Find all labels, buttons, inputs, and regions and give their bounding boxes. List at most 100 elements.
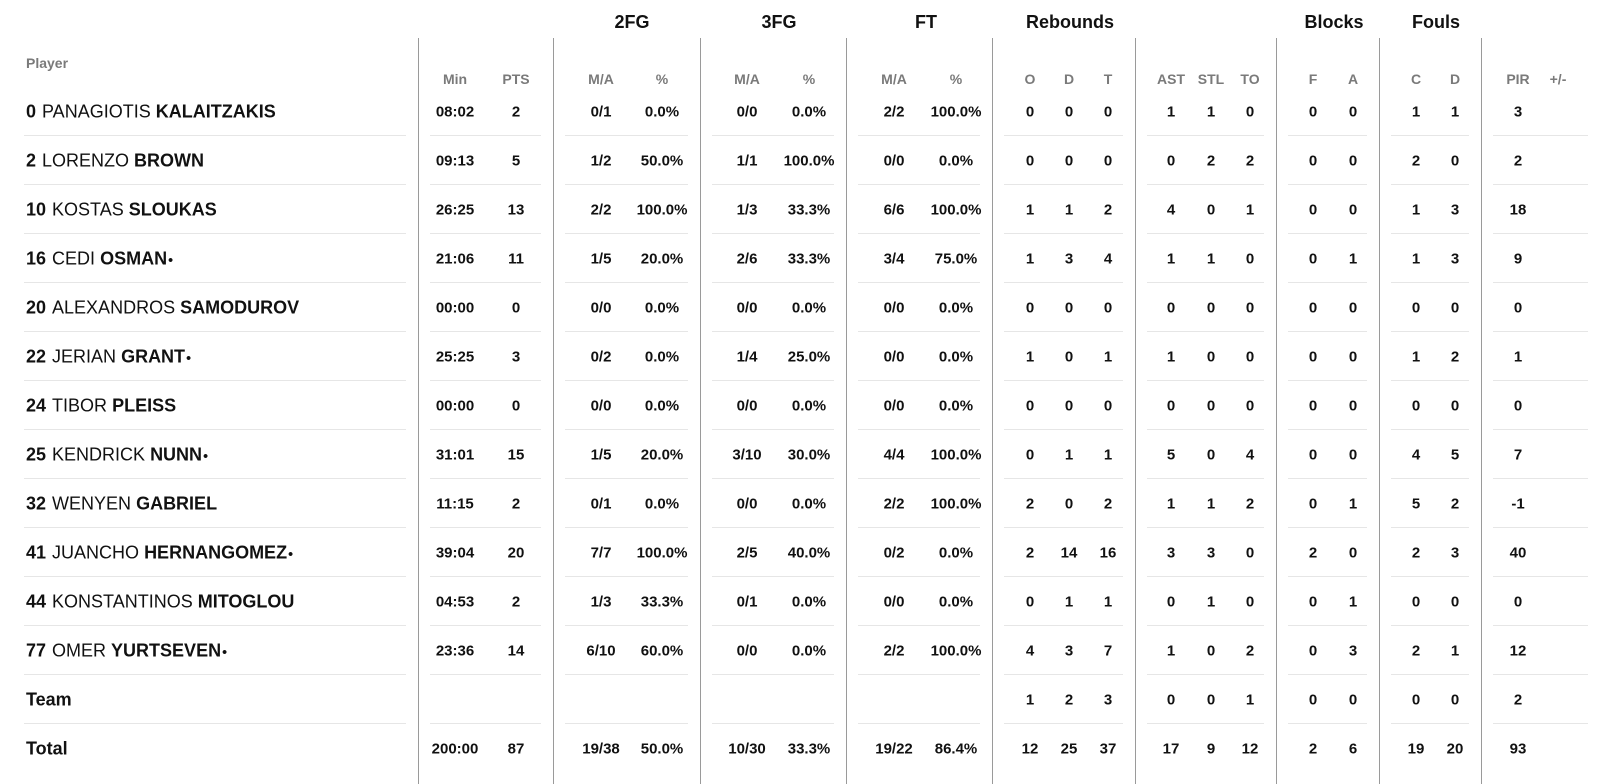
stat-cell: 1 [1166, 642, 1176, 659]
stat-cell: 2 [511, 103, 521, 120]
stat-cell: 1 [1166, 495, 1176, 512]
stat-cell: 31:01 [435, 446, 475, 463]
stat-cell: 0/0 [736, 103, 758, 120]
stat-cell: 0 [1025, 299, 1035, 316]
stat-cell: 0/1 [590, 495, 612, 512]
stat-cell: 5 [511, 152, 521, 169]
stat-cell: 0 [1206, 691, 1216, 708]
player-name[interactable]: 44 KONSTANTINOS MITOGLOU [26, 591, 294, 612]
row-separator [24, 625, 406, 626]
row-separator [1391, 625, 1469, 626]
player-name[interactable]: 22 JERIAN GRANT• [26, 346, 191, 367]
stat-cell: 0 [1308, 642, 1318, 659]
row-separator [24, 184, 406, 185]
stat-cell: 21:06 [435, 250, 475, 267]
player-name[interactable]: 25 KENDRICK NUNN• [26, 444, 208, 465]
stat-cell: 60.0% [640, 642, 684, 659]
stat-cell: 1 [1103, 446, 1113, 463]
stat-cell: 2 [1513, 691, 1523, 708]
stat-cell: 1/2 [590, 152, 612, 169]
column-header: AST [1157, 71, 1185, 87]
stat-cell: 3 [1064, 250, 1074, 267]
row-separator [24, 233, 406, 234]
player-last-name: GRANT [121, 346, 186, 366]
stat-cell: 3 [511, 348, 521, 365]
stat-cell: 10/30 [728, 740, 766, 757]
player-name[interactable]: 41 JUANCHO HERNANGOMEZ• [26, 542, 293, 563]
column-divider [1276, 38, 1277, 784]
row-separator [1004, 331, 1123, 332]
row-separator [1391, 233, 1469, 234]
stat-cell: 4 [1245, 446, 1255, 463]
stat-cell: 1 [1206, 593, 1216, 610]
stat-cell: 3 [1348, 642, 1358, 659]
row-separator [712, 527, 834, 528]
stat-cell: 87 [507, 740, 525, 757]
stat-cell: 12 [1241, 740, 1259, 757]
stat-cell: 4 [1103, 250, 1113, 267]
stat-cell: 0.0% [791, 299, 827, 316]
stat-cell: 33.3% [787, 250, 831, 267]
row-separator [565, 674, 688, 675]
row-separator [1391, 135, 1469, 136]
stat-cell: 14 [1060, 544, 1078, 561]
stat-cell: 1 [1025, 201, 1035, 218]
stat-cell: 33.3% [640, 593, 684, 610]
row-separator [565, 380, 688, 381]
row-separator [565, 625, 688, 626]
stat-cell: 93 [1509, 740, 1527, 757]
player-number: 25 [26, 444, 47, 464]
stat-cell: 0.0% [791, 103, 827, 120]
stat-cell: 4 [1025, 642, 1035, 659]
player-name[interactable]: 0 PANAGIOTIS KALAITZAKIS [26, 101, 276, 122]
row-separator [1391, 331, 1469, 332]
player-name[interactable]: 32 WENYEN GABRIEL [26, 493, 217, 514]
row-separator [1004, 429, 1123, 430]
row-separator [430, 674, 541, 675]
stat-cell: 100.0% [930, 495, 982, 512]
row-separator [430, 625, 541, 626]
table-row: 32 WENYEN GABRIEL 11:15 2 0/1 0.0% 0/0 0.0% 2/2 1… [0, 479, 1600, 528]
player-last-name: SLOUKAS [128, 199, 217, 219]
player-number: 0 [26, 101, 37, 121]
stat-cell: 0 [1206, 201, 1216, 218]
row-separator [712, 478, 834, 479]
player-number: 16 [26, 248, 47, 268]
stat-cell: 14 [507, 642, 525, 659]
row-separator [1004, 625, 1123, 626]
row-separator [430, 331, 541, 332]
stat-cell: 50.0% [640, 152, 684, 169]
group-header: Fouls [1412, 12, 1460, 32]
table-row: 77 OMER YURTSEVEN• 23:36 14 6/10 60.0% 0/0 0.0%… [0, 626, 1600, 675]
table-row: 2 LORENZO BROWN 09:13 5 1/2 50.0% 1/1 100.0% 0/0… [0, 136, 1600, 185]
player-name[interactable]: 77 OMER YURTSEVEN• [26, 640, 227, 661]
stat-cell: 2 [1411, 152, 1421, 169]
row-label: Total [26, 738, 68, 758]
stat-cell: 0/0 [883, 152, 905, 169]
stat-cell: 2/2 [590, 201, 612, 218]
column-header: F [1308, 71, 1318, 87]
table-row-summary: Team 1 2 3 0 0 1 0 0 0 0 2 [0, 675, 1600, 724]
table-row: 24 TIBOR PLEISS 00:00 0 0/0 0.0% 0/0 0.0% 0/0 0.0… [0, 381, 1600, 430]
stat-cell: 15 [507, 446, 525, 463]
stat-cell: 0 [1348, 446, 1358, 463]
row-separator [1147, 674, 1264, 675]
stat-cell: 1 [1411, 250, 1421, 267]
player-name[interactable]: 2 LORENZO BROWN [26, 150, 204, 171]
player-name[interactable]: 24 TIBOR PLEISS [26, 395, 176, 416]
group-header: 2FG [614, 12, 650, 32]
table-row: 44 KONSTANTINOS MITOGLOU 04:53 2 1/3 33.3% 0/1… [0, 577, 1600, 626]
stat-cell: 40 [1509, 544, 1527, 561]
player-name[interactable]: 20 ALEXANDROS SAMODUROV [26, 297, 299, 318]
player-name[interactable]: 16 CEDI OSMAN• [26, 248, 173, 269]
row-separator [430, 478, 541, 479]
row-separator [1493, 478, 1588, 479]
stat-cell: 100.0% [636, 201, 688, 218]
stat-cell: 0/0 [590, 397, 612, 414]
stat-cell: 1/4 [736, 348, 758, 365]
row-separator [1288, 576, 1367, 577]
player-name[interactable]: 10 KOSTAS SLOUKAS [26, 199, 217, 220]
row-separator [1493, 135, 1588, 136]
stat-cell: 200:00 [431, 740, 479, 757]
